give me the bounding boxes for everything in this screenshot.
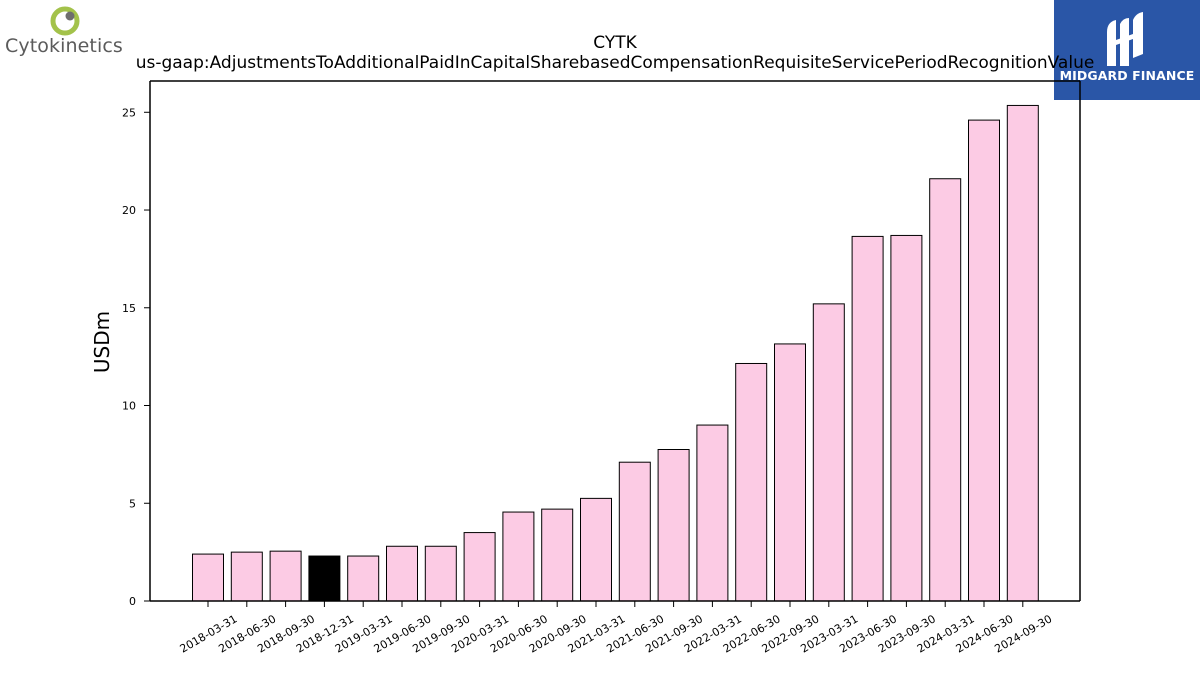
bar-2018-09-30	[269, 550, 302, 602]
logo-ring	[50, 6, 80, 36]
y-tick-label-20: 20	[122, 204, 136, 217]
bar-2024-09-30	[1006, 104, 1039, 602]
y-tick-label-0: 0	[129, 595, 136, 608]
bar-2022-09-30	[774, 343, 806, 602]
cytokinetics-logo: Cytokinetics	[0, 0, 130, 62]
bar-2024-03-31	[929, 178, 962, 602]
plot-area: 05101520252018-03-312018-06-302018-09-30…	[122, 80, 1081, 656]
bar-2019-06-30	[386, 545, 418, 602]
bar-2021-06-30	[618, 461, 651, 602]
y-tick-label-15: 15	[122, 302, 136, 315]
bar-2022-06-30	[735, 362, 768, 602]
chart-subtitle: us-gaap:AdjustmentsToAdditionalPaidInCap…	[136, 53, 1095, 73]
bar-2023-09-30	[890, 234, 923, 602]
cytokinetics-logo-icon	[50, 6, 80, 36]
y-tick-label-10: 10	[122, 400, 136, 413]
y-tick-label-25: 25	[122, 106, 136, 119]
cytokinetics-wordmark: Cytokinetics	[5, 35, 123, 57]
bar-2020-06-30	[502, 511, 535, 602]
midgard-finance-logo: MIDGARD FINANCE	[1054, 0, 1200, 100]
chart-title: CYTK	[593, 33, 637, 53]
y-axis-label: USDm	[90, 311, 114, 373]
bar-2019-09-30	[424, 545, 457, 602]
bar-2023-03-31	[812, 303, 845, 602]
bar-2023-06-30	[851, 235, 884, 602]
midgard-finance-wordmark: MIDGARD FINANCE	[1059, 68, 1195, 83]
bar-2020-03-31	[463, 532, 496, 602]
bar-2018-03-31	[192, 553, 224, 602]
bar-2024-06-30	[968, 119, 1000, 602]
midgard-finance-logo-icon	[1107, 12, 1143, 66]
bar-2019-03-31	[347, 555, 380, 602]
logo-dot	[65, 11, 75, 21]
y-tick-label-5: 5	[129, 497, 136, 510]
bar-2021-03-31	[580, 497, 612, 602]
bar-2018-06-30	[230, 551, 263, 602]
bar-2022-03-31	[696, 424, 729, 602]
bar-2020-09-30	[541, 508, 574, 602]
bar-2018-12-31	[308, 555, 341, 602]
bar-2021-09-30	[657, 449, 690, 602]
